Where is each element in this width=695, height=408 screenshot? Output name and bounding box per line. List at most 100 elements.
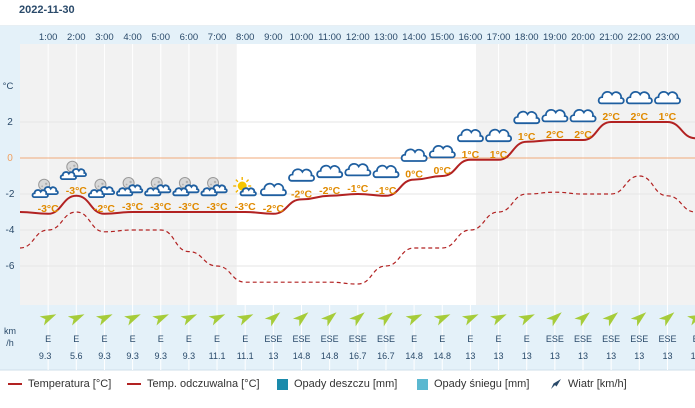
legend-rain: Opady deszczu [mm] [277,378,397,390]
temp-label: -1°C [375,185,397,197]
hour-axis: 1:00 2:00 3:00 4:00 5:00 6:00 7:00 8:00 9:00 10:0… [39,32,679,43]
partly-cloudy-night-icon [116,177,144,197]
temp-label: 1°C [462,149,480,161]
wind-direction: E [524,334,530,344]
wind-speed: 13 [662,351,672,361]
weather-icons [31,90,681,198]
partly-cloudy-night-icon [31,178,59,198]
wind-direction: E [130,334,136,344]
weather-chart: 1:00 2:00 3:00 4:00 5:00 6:00 7:00 8:00 9:00 10:0… [0,25,695,371]
cloudy-icon [457,128,484,143]
hour-label: 23:00 [656,32,680,43]
legend-rain-label: Opady deszczu [mm] [294,378,398,390]
wind-direction: E [496,334,502,344]
wind-arrow-icon [264,312,281,327]
wind-speed: 13 [465,351,475,361]
partly-cloudy-night-icon [200,177,228,197]
hour-label: 5:00 [152,32,171,43]
legend-feels: Temp. odczuwalna [°C] [127,378,260,390]
chart-lines [19,121,695,285]
wind-arrow-icon [67,314,85,326]
cloudy-icon [569,108,597,123]
wind-speed: 13 [268,351,278,361]
wind-direction: ESE [321,334,339,344]
y-axis: °C 2 0 -2 -4 -6 km/h [3,81,16,348]
date-label: 2022-11-30 [19,4,75,16]
y-tick-label: 2 [7,117,13,128]
wind-speed: 11.1 [237,351,254,361]
cloudy-icon [288,168,315,182]
wind-speed: 13 [634,351,644,361]
cloudy-icon [625,90,653,105]
wind-arrow-icon [551,379,561,390]
partly-cloudy-night-icon [87,178,116,198]
wind-direction: E [467,334,473,344]
hour-label: 8:00 [236,32,255,43]
cloudy-icon [372,164,400,179]
temp-label: -3°C [206,201,228,213]
wind-direction: ESE [349,334,367,344]
wind-arrow-icon [574,312,590,327]
temp-label: -3°C [178,201,200,213]
wind-arrow-icon [518,314,535,326]
hour-label: 4:00 [123,32,142,43]
hour-label: 18:00 [515,32,539,43]
wind-speed: 14.8 [293,351,311,361]
cloudy-icon [428,144,456,159]
temp-label: -2°C [263,203,285,215]
wind-arrow-icon [236,314,254,326]
legend-temp: Temperatura [°C] [8,378,111,390]
wind-direction: E [439,334,445,344]
wind-direction: ESE [574,334,592,344]
hour-label: 14:00 [402,32,426,43]
temp-labels: -3°C -3°C -2°C -3°C -3°C -3°C -3°C -3°C -2°C -2°C… [38,111,677,215]
partly-cloudy-night-icon [172,177,200,197]
cloudy-icon [485,128,513,143]
wind-speed: 13 [578,351,588,361]
wind-speed: 14.8 [321,351,339,361]
temperature-series [19,121,695,215]
temp-label: -2°C [94,203,116,215]
wind-direction: E [214,334,220,344]
temp-label: -3°C [235,201,257,213]
hour-label: 6:00 [180,32,199,43]
wind-arrow-icon [687,314,695,326]
y-tick-label: 0 [7,153,13,164]
y-unit-label: °C [3,81,14,92]
cloudy-icon [654,90,681,105]
hour-label: 3:00 [95,32,114,43]
cloudy-icon [344,162,372,177]
hour-label: 7:00 [208,32,227,43]
wind-strip: E 9.3 E 5.6 E 9.3 E 9.3 E 9.3 E 9.3 E 11.1 E 11.1 ESE 13 E… [39,312,695,361]
wind-direction: E [693,334,695,344]
wind-speed: 16.7 [349,351,367,361]
hour-label: 16:00 [459,32,483,43]
temp-label: -3°C [150,201,172,213]
wind-speed: 13 [691,351,695,361]
temp-label: -3°C [66,185,88,197]
hour-label: 12:00 [346,32,370,43]
wind-arrow-icon [377,312,393,327]
night-band-early [20,44,237,305]
legend-feels-label: Temp. odczuwalna [°C] [147,378,260,390]
hour-label: 20:00 [571,32,595,43]
wind-arrow-icon [124,314,141,326]
temp-label: 0°C [433,165,451,177]
wind-speed: 9.3 [98,351,111,361]
wind-arrow-icon [405,314,423,326]
hour-label: 13:00 [374,32,398,43]
temp-label: 2°C [574,129,592,141]
temp-label: 1°C [490,149,508,161]
y-tick-label: -6 [6,261,15,272]
legend-feels-swatch [127,383,141,386]
partly-cloudy-night-icon [59,160,87,180]
wind-direction: E [186,334,192,344]
partly-cloudy-night-icon [144,177,172,197]
hour-label: 2:00 [67,32,86,43]
wind-arrow-icon [602,312,619,327]
night-band-late [476,44,695,305]
legend: Temperatura [°C] Temp. odczuwalna [°C] O… [0,372,695,398]
hour-label: 19:00 [543,32,567,43]
wind-speed: 14.8 [405,351,423,361]
wind-direction: ESE [630,334,648,344]
